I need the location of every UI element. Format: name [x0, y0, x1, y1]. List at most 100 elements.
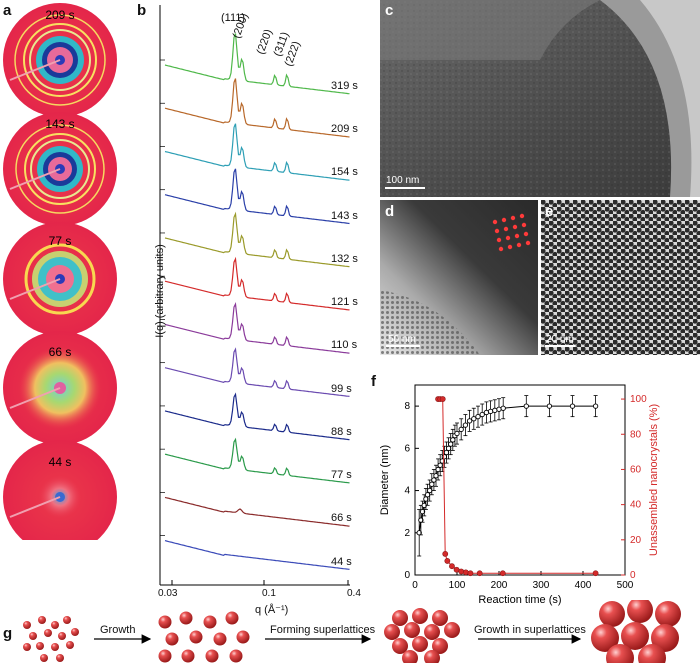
- unassembled-point: [458, 568, 465, 575]
- unassembled-point: [444, 558, 451, 564]
- profile-time-label: 99 s: [331, 382, 352, 395]
- profile-time-label: 143 s: [331, 209, 358, 222]
- unassembled-point: [462, 569, 469, 576]
- f-ylabel: Diameter (nm): [379, 445, 391, 515]
- diameter-point: [592, 403, 599, 409]
- profile-curve: [164, 123, 350, 181]
- diameter-line: [418, 405, 596, 533]
- saxs-pattern-77: [3, 222, 117, 336]
- grown-superlattice: [591, 600, 681, 663]
- saxs-pattern-209: [3, 3, 117, 117]
- diameter-point: [483, 409, 490, 416]
- panel-c-sem-image: [380, 0, 700, 197]
- diameter-point: [427, 487, 433, 494]
- panel-f-chart: 0 100 200 300 400 50002468020406080100Reactio…: [379, 384, 660, 606]
- b-ylabel: I(q) (arbitrary units): [154, 244, 166, 338]
- diameter-point: [546, 403, 553, 409]
- panel-letter-g: g: [3, 625, 13, 642]
- saxs-time-label: 66 s: [48, 345, 72, 359]
- saxs-time-label: 143 s: [45, 117, 75, 131]
- diameter-point: [462, 422, 469, 428]
- profile-time-label: 110 s: [331, 339, 358, 352]
- unassembled-point: [499, 570, 506, 577]
- unassembled-point: [442, 550, 449, 557]
- profile-curve: [164, 437, 350, 484]
- diameter-point: [443, 449, 450, 456]
- f-y2tick-label: 80: [630, 429, 642, 440]
- f-xtick-label: 400: [575, 580, 592, 591]
- f-xtick-label: 200: [491, 580, 508, 591]
- diameter-point: [433, 473, 439, 479]
- f-xlabel: Reaction time (s): [478, 594, 561, 606]
- diameter-point: [479, 411, 485, 418]
- diameter-point: [445, 445, 452, 451]
- diameter-point: [492, 407, 498, 413]
- profile-curve: [164, 168, 350, 225]
- superlattice-cluster: [384, 608, 460, 663]
- diameter-point: [450, 437, 456, 443]
- saxs-pattern-143: [3, 112, 117, 226]
- diameter-point: [424, 492, 431, 498]
- grown-nanocrystals: [158, 611, 250, 663]
- panel-letter-c: c: [385, 2, 394, 19]
- diameter-point: [500, 405, 506, 411]
- diameter-point: [487, 408, 494, 415]
- profile-time-label: 319 s: [331, 80, 358, 92]
- scale-bar-label-d: 50 nm: [388, 334, 416, 345]
- f-ytick-label: 4: [404, 486, 410, 497]
- panel-e-tem-image: [541, 200, 700, 355]
- panel-letter-f: f: [371, 373, 376, 390]
- small-nanocrystals: [23, 616, 79, 662]
- profile-time-label: 121 s: [331, 296, 358, 309]
- profile-curve: [164, 392, 350, 441]
- f-ytick-label: 2: [404, 528, 410, 539]
- profile-curve: [164, 496, 350, 527]
- f-y2tick-label: 20: [630, 535, 642, 546]
- panel-g-schematic-art: [23, 600, 681, 663]
- profile-time-label: 66 s: [331, 512, 352, 525]
- profile-curve: [164, 540, 350, 570]
- unassembled-point: [449, 563, 455, 570]
- panel-letter-a: a: [3, 2, 12, 19]
- f-xtick-label: 0: [412, 580, 418, 591]
- f-plot-frame: [414, 384, 626, 576]
- panel-letter-b: b: [137, 2, 147, 19]
- profile-curve: [164, 347, 350, 397]
- saxs-time-label: 209 s: [45, 8, 75, 22]
- panel-a-saxs: [3, 3, 117, 540]
- profile-time-label: 44 s: [331, 555, 352, 568]
- b-xtick: 0.03: [158, 588, 178, 599]
- saxs-time-label: 77 s: [48, 234, 72, 248]
- saxs-pattern-44: [3, 440, 117, 540]
- profile-time-label: 209 s: [331, 123, 358, 136]
- step-label-growth-super: Growth in superlattices: [474, 624, 586, 636]
- diameter-point: [471, 416, 477, 422]
- step-label-forming: Forming superlattices: [270, 624, 376, 636]
- lattice-overlay: [492, 213, 531, 252]
- diameter-point: [569, 403, 576, 409]
- diameter-point: [466, 418, 473, 424]
- diameter-point: [419, 509, 426, 515]
- panel-letter-d: d: [385, 203, 395, 220]
- f-xtick-label: 500: [617, 580, 634, 591]
- profile-curve: [164, 256, 350, 311]
- f-y2tick-label: 60: [630, 464, 642, 475]
- profile-time-label: 154 s: [331, 166, 358, 179]
- diameter-point: [437, 462, 443, 468]
- f-xtick-label: 300: [533, 580, 550, 591]
- f-y2tick-label: 0: [630, 570, 636, 581]
- unassembled-point: [467, 570, 474, 577]
- f-ytick-label: 6: [404, 443, 410, 454]
- f-y2tick-label: 40: [630, 500, 642, 511]
- step-label-growth: Growth: [100, 624, 136, 636]
- profile-curve: [164, 78, 350, 138]
- profile-curve: [164, 211, 350, 268]
- panel-d-tem-image: [380, 200, 538, 355]
- b-xtick: 0.1: [262, 588, 276, 599]
- saxs-pattern-66: [3, 331, 117, 445]
- profile-curve: [164, 33, 350, 95]
- b-xtick: 0.4: [347, 588, 361, 599]
- profile-time-label: 77 s: [331, 469, 352, 482]
- scale-bar-label-c: 100 nm: [386, 175, 420, 186]
- diameter-point: [441, 454, 448, 460]
